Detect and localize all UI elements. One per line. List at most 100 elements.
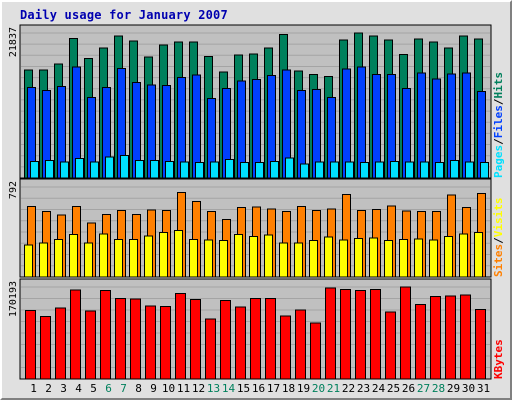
bar-kbytes-day-15 bbox=[235, 306, 246, 380]
chart-title: Daily usage for January 2007 bbox=[20, 8, 228, 22]
bar-kbytes-day-8 bbox=[130, 298, 141, 380]
bar-pages-day-13 bbox=[210, 161, 219, 179]
bar-kbytes-day-29 bbox=[445, 295, 456, 380]
bar-kbytes-day-31 bbox=[475, 308, 486, 380]
x-tick-label-day-30: 30 bbox=[462, 382, 475, 395]
x-tick-label-day-4: 4 bbox=[75, 382, 82, 395]
x-tick-label-day-31: 31 bbox=[477, 382, 490, 395]
bar-visits-day-21 bbox=[324, 236, 333, 278]
bar-pages-day-17 bbox=[270, 160, 279, 179]
bar-visits-day-27 bbox=[414, 238, 423, 278]
bar-pages-day-5 bbox=[90, 161, 99, 179]
bar-pages-day-15 bbox=[240, 162, 249, 179]
bar-kbytes-day-22 bbox=[340, 288, 351, 380]
x-tick-label-day-16: 16 bbox=[252, 382, 265, 395]
bar-visits-day-28 bbox=[429, 239, 438, 278]
x-tick-label-day-15: 15 bbox=[237, 382, 250, 395]
bar-visits-day-14 bbox=[219, 240, 228, 278]
bar-visits-day-20 bbox=[309, 240, 318, 278]
bar-pages-day-9 bbox=[150, 160, 159, 179]
bar-kbytes-day-2 bbox=[40, 315, 51, 380]
legend-visits: Visits bbox=[492, 198, 505, 238]
bar-visits-day-4 bbox=[69, 233, 78, 278]
bar-kbytes-day-30 bbox=[460, 294, 471, 380]
bar-pages-day-3 bbox=[60, 161, 69, 179]
x-tick-label-day-8: 8 bbox=[135, 382, 142, 395]
x-tick-label-day-28: 28 bbox=[432, 382, 445, 395]
x-tick-label-day-19: 19 bbox=[297, 382, 310, 395]
bar-files-day-23 bbox=[357, 66, 366, 179]
bar-visits-day-30 bbox=[459, 233, 468, 278]
bar-visits-day-7 bbox=[114, 239, 123, 278]
bar-kbytes-day-18 bbox=[280, 315, 291, 380]
bar-pages-day-31 bbox=[480, 162, 489, 179]
side-label-visits-sites: Sites/Visits bbox=[492, 198, 505, 278]
x-tick-label-day-17: 17 bbox=[267, 382, 280, 395]
bar-visits-day-24 bbox=[369, 237, 378, 278]
bar-visits-day-1 bbox=[24, 244, 33, 278]
bar-pages-day-23 bbox=[360, 162, 369, 179]
bar-pages-day-14 bbox=[225, 158, 234, 179]
bar-kbytes-day-25 bbox=[385, 311, 396, 380]
bar-pages-day-22 bbox=[345, 161, 354, 179]
bar-visits-day-25 bbox=[384, 240, 393, 278]
x-tick-label-day-22: 22 bbox=[342, 382, 355, 395]
bar-visits-day-6 bbox=[99, 233, 108, 278]
x-tick-label-day-14: 14 bbox=[222, 382, 236, 395]
legend-pages: Pages bbox=[492, 145, 505, 178]
bar-kbytes-day-19 bbox=[295, 309, 306, 380]
max-label-hits-files-pages: 21837 bbox=[8, 27, 19, 57]
bar-pages-day-29 bbox=[450, 160, 459, 179]
bar-pages-day-26 bbox=[405, 161, 414, 179]
bar-pages-day-27 bbox=[420, 161, 429, 179]
max-label-visits-sites: 792 bbox=[8, 181, 19, 199]
bar-visits-day-3 bbox=[54, 239, 63, 278]
bar-kbytes-day-3 bbox=[55, 307, 66, 380]
bar-pages-day-11 bbox=[180, 161, 189, 179]
bar-pages-day-30 bbox=[465, 161, 474, 179]
bar-visits-day-16 bbox=[249, 236, 258, 278]
bar-pages-day-25 bbox=[390, 160, 399, 179]
x-tick-label-day-20: 20 bbox=[312, 382, 325, 395]
bar-visits-day-13 bbox=[204, 239, 213, 278]
bar-pages-day-1 bbox=[30, 160, 39, 179]
x-tick-label-day-21: 21 bbox=[327, 382, 340, 395]
bar-pages-day-7 bbox=[120, 154, 129, 179]
bar-kbytes-day-11 bbox=[175, 293, 186, 380]
max-label-kbytes: 170193 bbox=[8, 281, 19, 317]
bar-kbytes-day-12 bbox=[190, 299, 201, 380]
bar-pages-day-24 bbox=[375, 161, 384, 179]
legend-sites: Sites bbox=[492, 244, 505, 277]
bar-kbytes-day-5 bbox=[85, 310, 96, 380]
legend-sep: / bbox=[492, 138, 505, 145]
legend-hits: Hits bbox=[492, 72, 505, 99]
bar-kbytes-day-9 bbox=[145, 305, 156, 380]
bar-kbytes-day-23 bbox=[355, 289, 366, 380]
x-tick-label-day-6: 6 bbox=[105, 382, 112, 395]
bar-pages-day-4 bbox=[75, 158, 84, 179]
bar-kbytes-day-16 bbox=[250, 297, 261, 380]
side-label-hits-files-pages: Pages/Files/Hits bbox=[492, 72, 505, 178]
bar-kbytes-day-6 bbox=[100, 289, 111, 380]
x-tick-label-day-18: 18 bbox=[282, 382, 295, 395]
bar-kbytes-day-4 bbox=[70, 289, 81, 380]
bar-visits-day-15 bbox=[234, 233, 243, 278]
bar-kbytes-day-20 bbox=[310, 322, 321, 380]
x-tick-label-day-3: 3 bbox=[60, 382, 67, 395]
bar-kbytes-day-26 bbox=[400, 286, 411, 380]
bar-kbytes-day-13 bbox=[205, 318, 216, 380]
x-tick-label-day-10: 10 bbox=[162, 382, 175, 395]
x-tick-label-day-7: 7 bbox=[120, 382, 127, 395]
bar-visits-day-10 bbox=[159, 232, 168, 278]
bar-pages-day-16 bbox=[255, 162, 264, 179]
bar-kbytes-day-10 bbox=[160, 306, 171, 380]
legend-sep: / bbox=[492, 237, 505, 244]
x-tick-label-day-27: 27 bbox=[417, 382, 430, 395]
x-tick-label-day-23: 23 bbox=[357, 382, 370, 395]
x-tick-label-day-26: 26 bbox=[402, 382, 415, 395]
legend-files: Files bbox=[492, 105, 505, 138]
x-tick-label-day-29: 29 bbox=[447, 382, 460, 395]
bar-kbytes-day-24 bbox=[370, 288, 381, 380]
x-tick-label-day-1: 1 bbox=[30, 382, 37, 395]
